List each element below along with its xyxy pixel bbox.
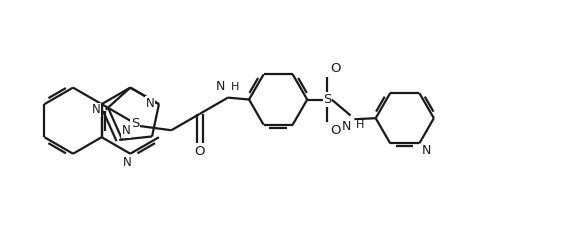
Text: N: N <box>342 120 351 133</box>
Text: O: O <box>330 124 341 137</box>
Text: S: S <box>323 93 332 106</box>
Text: N: N <box>422 144 432 157</box>
Text: S: S <box>131 117 139 130</box>
Text: N: N <box>146 97 155 110</box>
Text: O: O <box>194 145 205 158</box>
Text: H: H <box>355 120 364 130</box>
Text: N: N <box>92 103 101 116</box>
Text: N: N <box>123 156 132 169</box>
Text: O: O <box>330 62 341 75</box>
Text: N: N <box>122 124 130 137</box>
Text: H: H <box>230 82 239 92</box>
Text: N: N <box>216 80 225 93</box>
